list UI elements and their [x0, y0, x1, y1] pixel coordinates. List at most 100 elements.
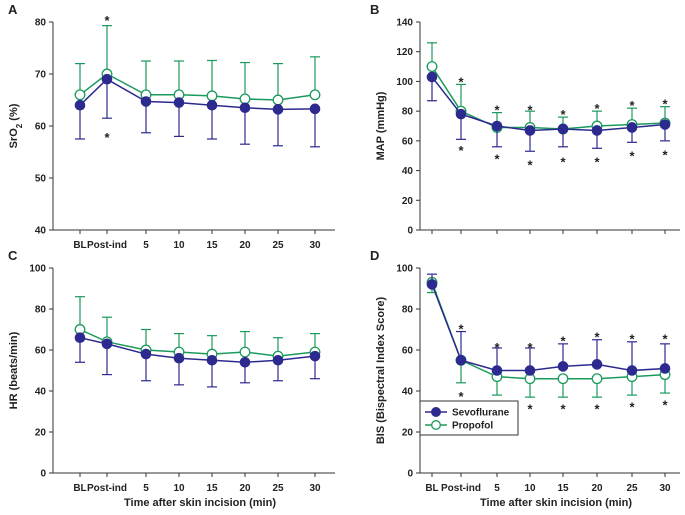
- significance-marker: *: [662, 397, 668, 412]
- series-line: [431, 282, 666, 380]
- y-axis-label-part: (%): [8, 103, 20, 124]
- y-tick-label: 80: [35, 305, 47, 316]
- data-point: [272, 104, 284, 115]
- x-tick-label: BL: [425, 483, 438, 494]
- significance-marker: *: [458, 143, 464, 158]
- x-axis-label: Time after skin incision (min): [124, 497, 276, 509]
- x-tick-label: BL: [73, 240, 86, 251]
- data-point: [626, 365, 638, 376]
- series-line: [79, 328, 316, 357]
- x-tick-label: 30: [309, 240, 321, 251]
- significance-marker: *: [662, 332, 668, 347]
- y-tick-label: 0: [407, 469, 413, 480]
- data-point: [426, 61, 438, 73]
- x-tick-label: Post-ind: [87, 240, 127, 251]
- data-point: [557, 373, 569, 385]
- x-tick-label: 15: [557, 483, 569, 494]
- y-tick-label: 60: [402, 346, 414, 357]
- y-tick-label: 60: [402, 136, 414, 147]
- panel-label: A: [8, 2, 18, 17]
- significance-marker: *: [527, 340, 533, 355]
- x-tick-label: 5: [143, 240, 149, 251]
- significance-marker: *: [458, 74, 464, 89]
- y-tick-label: 80: [402, 305, 414, 316]
- data-point: [557, 361, 569, 372]
- data-point: [591, 125, 603, 136]
- y-tick-label: 60: [35, 122, 47, 133]
- legend-label: Propofol: [452, 421, 493, 432]
- y-tick-label: 20: [35, 428, 47, 439]
- data-point: [206, 354, 218, 366]
- x-tick-label: BL: [73, 483, 86, 494]
- significance-marker: *: [104, 130, 110, 145]
- significance-marker: *: [494, 340, 500, 355]
- data-point: [626, 122, 638, 133]
- significance-marker: *: [560, 334, 566, 349]
- y-axis-label-part: SrO: [8, 128, 20, 149]
- significance-marker: *: [629, 399, 635, 414]
- data-point: [101, 338, 113, 350]
- significance-marker: *: [560, 401, 566, 416]
- data-point: [491, 120, 503, 132]
- x-tick-label: 30: [309, 483, 321, 494]
- data-point: [140, 348, 152, 360]
- significance-marker: *: [594, 401, 600, 416]
- x-tick-label: 20: [239, 240, 251, 251]
- panel-a: A 40 50 60 70 80 BL Post-ind 5 10 15 20 25 30 SrO2 (%)…: [8, 2, 335, 251]
- significance-marker: *: [629, 332, 635, 347]
- significance-marker: *: [629, 149, 635, 164]
- significance-marker: *: [527, 103, 533, 118]
- x-tick-label: Post-ind: [87, 483, 127, 494]
- y-tick-label: 50: [35, 174, 47, 185]
- significance-marker: *: [662, 97, 668, 112]
- data-point: [74, 89, 86, 101]
- x-tick-label: 20: [239, 483, 251, 494]
- significance-marker: *: [527, 158, 533, 173]
- significance-marker: *: [527, 401, 533, 416]
- x-tick-label: 10: [173, 240, 185, 251]
- data-point: [74, 332, 86, 344]
- series-propofol: [74, 296, 321, 362]
- y-tick-label: 40: [402, 166, 414, 177]
- data-point: [659, 363, 671, 374]
- y-tick-label: 60: [35, 346, 47, 357]
- data-point: [173, 352, 185, 364]
- significance-marker: *: [494, 152, 500, 167]
- data-point: [239, 93, 251, 105]
- significance-marker: *: [594, 101, 600, 116]
- legend-swatch-marker: [431, 407, 441, 417]
- data-point: [455, 354, 467, 366]
- y-tick-label: 40: [35, 226, 47, 237]
- y-tick-label: 100: [396, 264, 413, 275]
- y-tick-label: 120: [396, 47, 413, 58]
- data-point: [426, 279, 438, 290]
- series-line: [79, 336, 316, 364]
- data-point: [491, 365, 503, 376]
- y-axis-label-part: 2: [15, 123, 24, 128]
- series-propofol: [74, 25, 321, 106]
- data-point: [173, 97, 185, 108]
- x-tick-label: 5: [143, 483, 149, 494]
- y-tick-label: 40: [35, 387, 47, 398]
- y-tick-label: 0: [40, 469, 46, 480]
- y-axis-label: BIS (Bispectral Index Score): [375, 297, 387, 445]
- significance-marker: *: [594, 155, 600, 170]
- significance-marker: *: [494, 103, 500, 118]
- x-tick-label: 15: [206, 483, 218, 494]
- significance-marker: *: [594, 330, 600, 345]
- panel-label: D: [370, 248, 379, 263]
- significance-marker: *: [104, 13, 110, 28]
- data-point: [272, 94, 284, 106]
- data-point: [101, 73, 113, 85]
- data-point: [272, 354, 284, 366]
- y-axis-label: SrO2 (%): [8, 103, 24, 148]
- panel-label: C: [8, 248, 18, 263]
- y-tick-label: 100: [396, 77, 413, 88]
- data-point: [524, 125, 536, 136]
- y-tick-label: 20: [402, 428, 414, 439]
- data-point: [557, 123, 569, 135]
- significance-marker: *: [560, 155, 566, 170]
- y-tick-label: 80: [402, 107, 414, 118]
- y-tick-label: 140: [396, 18, 413, 29]
